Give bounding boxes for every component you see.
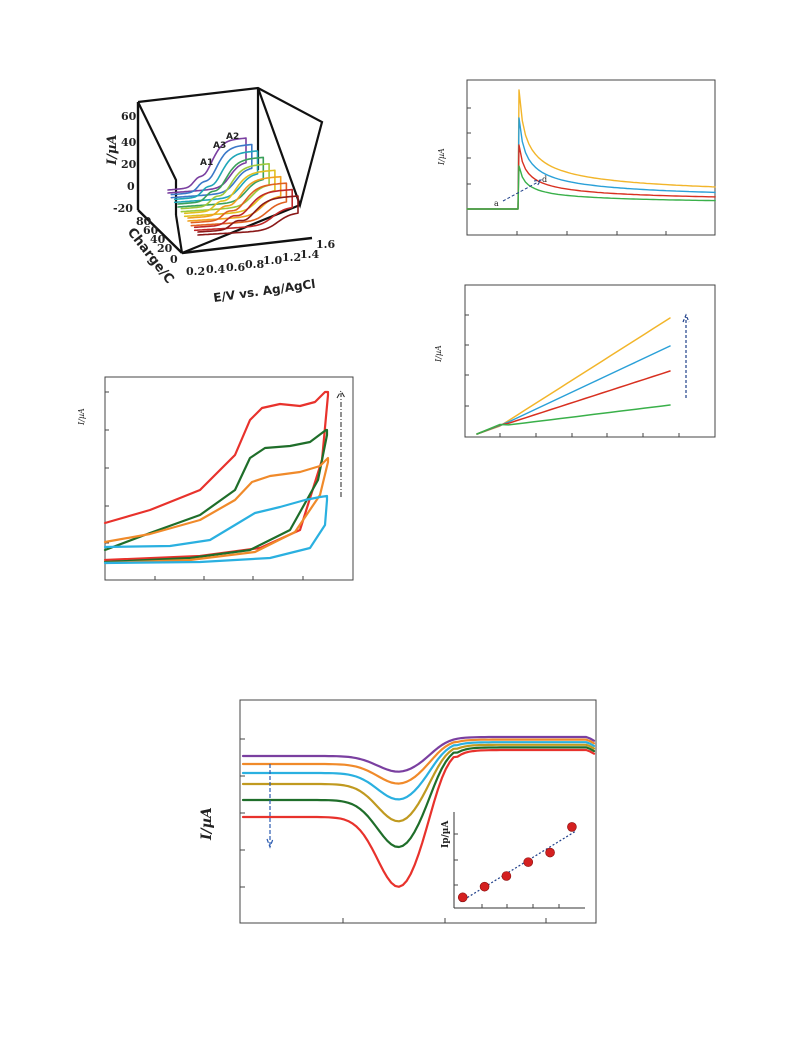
- panel-cottrell-arrow: [682, 313, 690, 398]
- panel-3d-series-curve: [180, 163, 270, 213]
- panel-dpv: I/µA Ip/µA: [199, 699, 597, 924]
- panel-cottrell-curves: [476, 317, 671, 435]
- panel-chrono-curves: [466, 89, 716, 210]
- panel-3d-annot-a2: A2: [226, 132, 239, 142]
- panel-3d-curves: [167, 137, 299, 236]
- panel-chrono: I/µA a d: [437, 79, 716, 236]
- panel-chrono-series-curve: [466, 165, 716, 210]
- panel-cottrell-series-line: [476, 370, 671, 435]
- panel-chrono-series-curve: [466, 117, 716, 210]
- panel-3d-annotations: A1 A2 A3: [200, 132, 239, 168]
- panel-cv-arrow: [336, 389, 346, 497]
- inset-point: [545, 847, 555, 858]
- panel-3d-ylabel: I/µA: [105, 135, 120, 166]
- panel-chrono-ylabel: I/µA: [437, 148, 446, 166]
- panel-3d-annot-a1: A1: [200, 158, 213, 168]
- panel-3d-xtick: 1.2: [282, 251, 301, 264]
- panel-3d-xticks: 0.2 0.4 0.6 0.8 1.0 1.2 1.4 1.6: [186, 238, 335, 278]
- inset-fit-line: [460, 830, 577, 903]
- panel-cv-ticks: [105, 391, 304, 580]
- panel-3d-xtick: 1.0: [263, 254, 282, 267]
- panel-chrono-annot-a: a: [494, 199, 499, 208]
- panel-dpv-arrow: [266, 764, 274, 849]
- panel-3d-frame: [137, 86, 324, 255]
- panel-chrono-arrow: [502, 179, 543, 202]
- panel-3d-xtick: 0.4: [206, 263, 225, 276]
- panel-3d-yticks: 60 40 20 0 -20: [113, 110, 137, 215]
- panel-cottrell-series-line: [476, 317, 671, 435]
- panel-3d-ztick: 40: [150, 233, 166, 246]
- panel-3d-xtick: 1.6: [316, 238, 335, 251]
- panel-3d-ztick: 20: [157, 242, 173, 255]
- panel-dpv-ticks: [240, 738, 547, 923]
- inset-point: [523, 857, 534, 867]
- panel-3d-ytick: 40: [121, 136, 137, 149]
- panel-dpv-series-curve: [241, 748, 596, 888]
- inset-point: [501, 871, 512, 881]
- panel-3d-axis-lines: [136, 102, 313, 255]
- panel-chrono-annot-d: d: [542, 175, 547, 184]
- inset-ylabel: Ip/µA: [441, 820, 451, 848]
- panel-dpv-series-curve: [241, 735, 596, 773]
- panel-3d-ztick: 60: [143, 224, 159, 237]
- panel-cv-series-curve: [103, 456, 330, 565]
- panel-dpv-curves: [241, 735, 596, 888]
- inset-point: [457, 892, 468, 903]
- panel-dpv-series-curve: [241, 741, 596, 801]
- panel-chrono-series-curve: [466, 144, 716, 210]
- panel-3d-zticks: 80 60 40 20 0: [136, 215, 178, 266]
- panel-3d-xtick: 1.4: [300, 248, 319, 261]
- panel-dpv-inset: Ip/µA: [441, 812, 585, 909]
- panel-3d-ytick: 60: [121, 110, 137, 123]
- panel-3d-xtick: 0.2: [186, 265, 205, 278]
- panel-dpv-series-curve: [241, 743, 596, 823]
- panel-3d-xtick: 0.8: [245, 258, 264, 271]
- panel-3d-series-curve: [177, 156, 265, 208]
- inset-points: [457, 822, 577, 903]
- panel-dpv-series-curve: [241, 746, 596, 849]
- panel-dpv-ylabel: I/µA: [199, 807, 215, 841]
- panel-dpv-series-curve: [241, 738, 596, 785]
- panel-cv-ylabel: I/µA: [77, 408, 86, 426]
- panel-chrono-series-curve: [466, 89, 716, 210]
- panel-3d-series-curve: [197, 195, 299, 236]
- inset-point: [567, 822, 577, 832]
- panel-3d-ztick: 0: [170, 253, 178, 266]
- panel-cottrell-ticks: [465, 314, 680, 437]
- panel-3d-annot-a3: A3: [213, 141, 226, 151]
- panel-3d-xtick: 0.6: [226, 261, 245, 274]
- panel-cv: I/µA: [77, 376, 354, 581]
- panel-cv-series-curve: [103, 390, 330, 562]
- panel-3d-ytick: 20: [121, 158, 137, 171]
- panel-3d-ytick: -20: [113, 202, 133, 215]
- panel-3d-xlabel: E/V vs. Ag/AgCl: [212, 277, 316, 305]
- panel-cottrell-series-line: [476, 345, 671, 435]
- panel-cottrell-series-line: [476, 404, 671, 435]
- panel-3d-ztick: 80: [136, 215, 152, 228]
- panel-3d-ytick: 0: [127, 180, 135, 193]
- panel-cv-curves: [103, 390, 330, 565]
- panel-cv-series-curve: [103, 428, 329, 564]
- panel-cottrell: I/µA: [434, 284, 716, 438]
- panel-cottrell-ylabel: I/µA: [434, 345, 443, 363]
- panel-cv-series-curve: [103, 494, 329, 565]
- inset-point: [479, 881, 490, 892]
